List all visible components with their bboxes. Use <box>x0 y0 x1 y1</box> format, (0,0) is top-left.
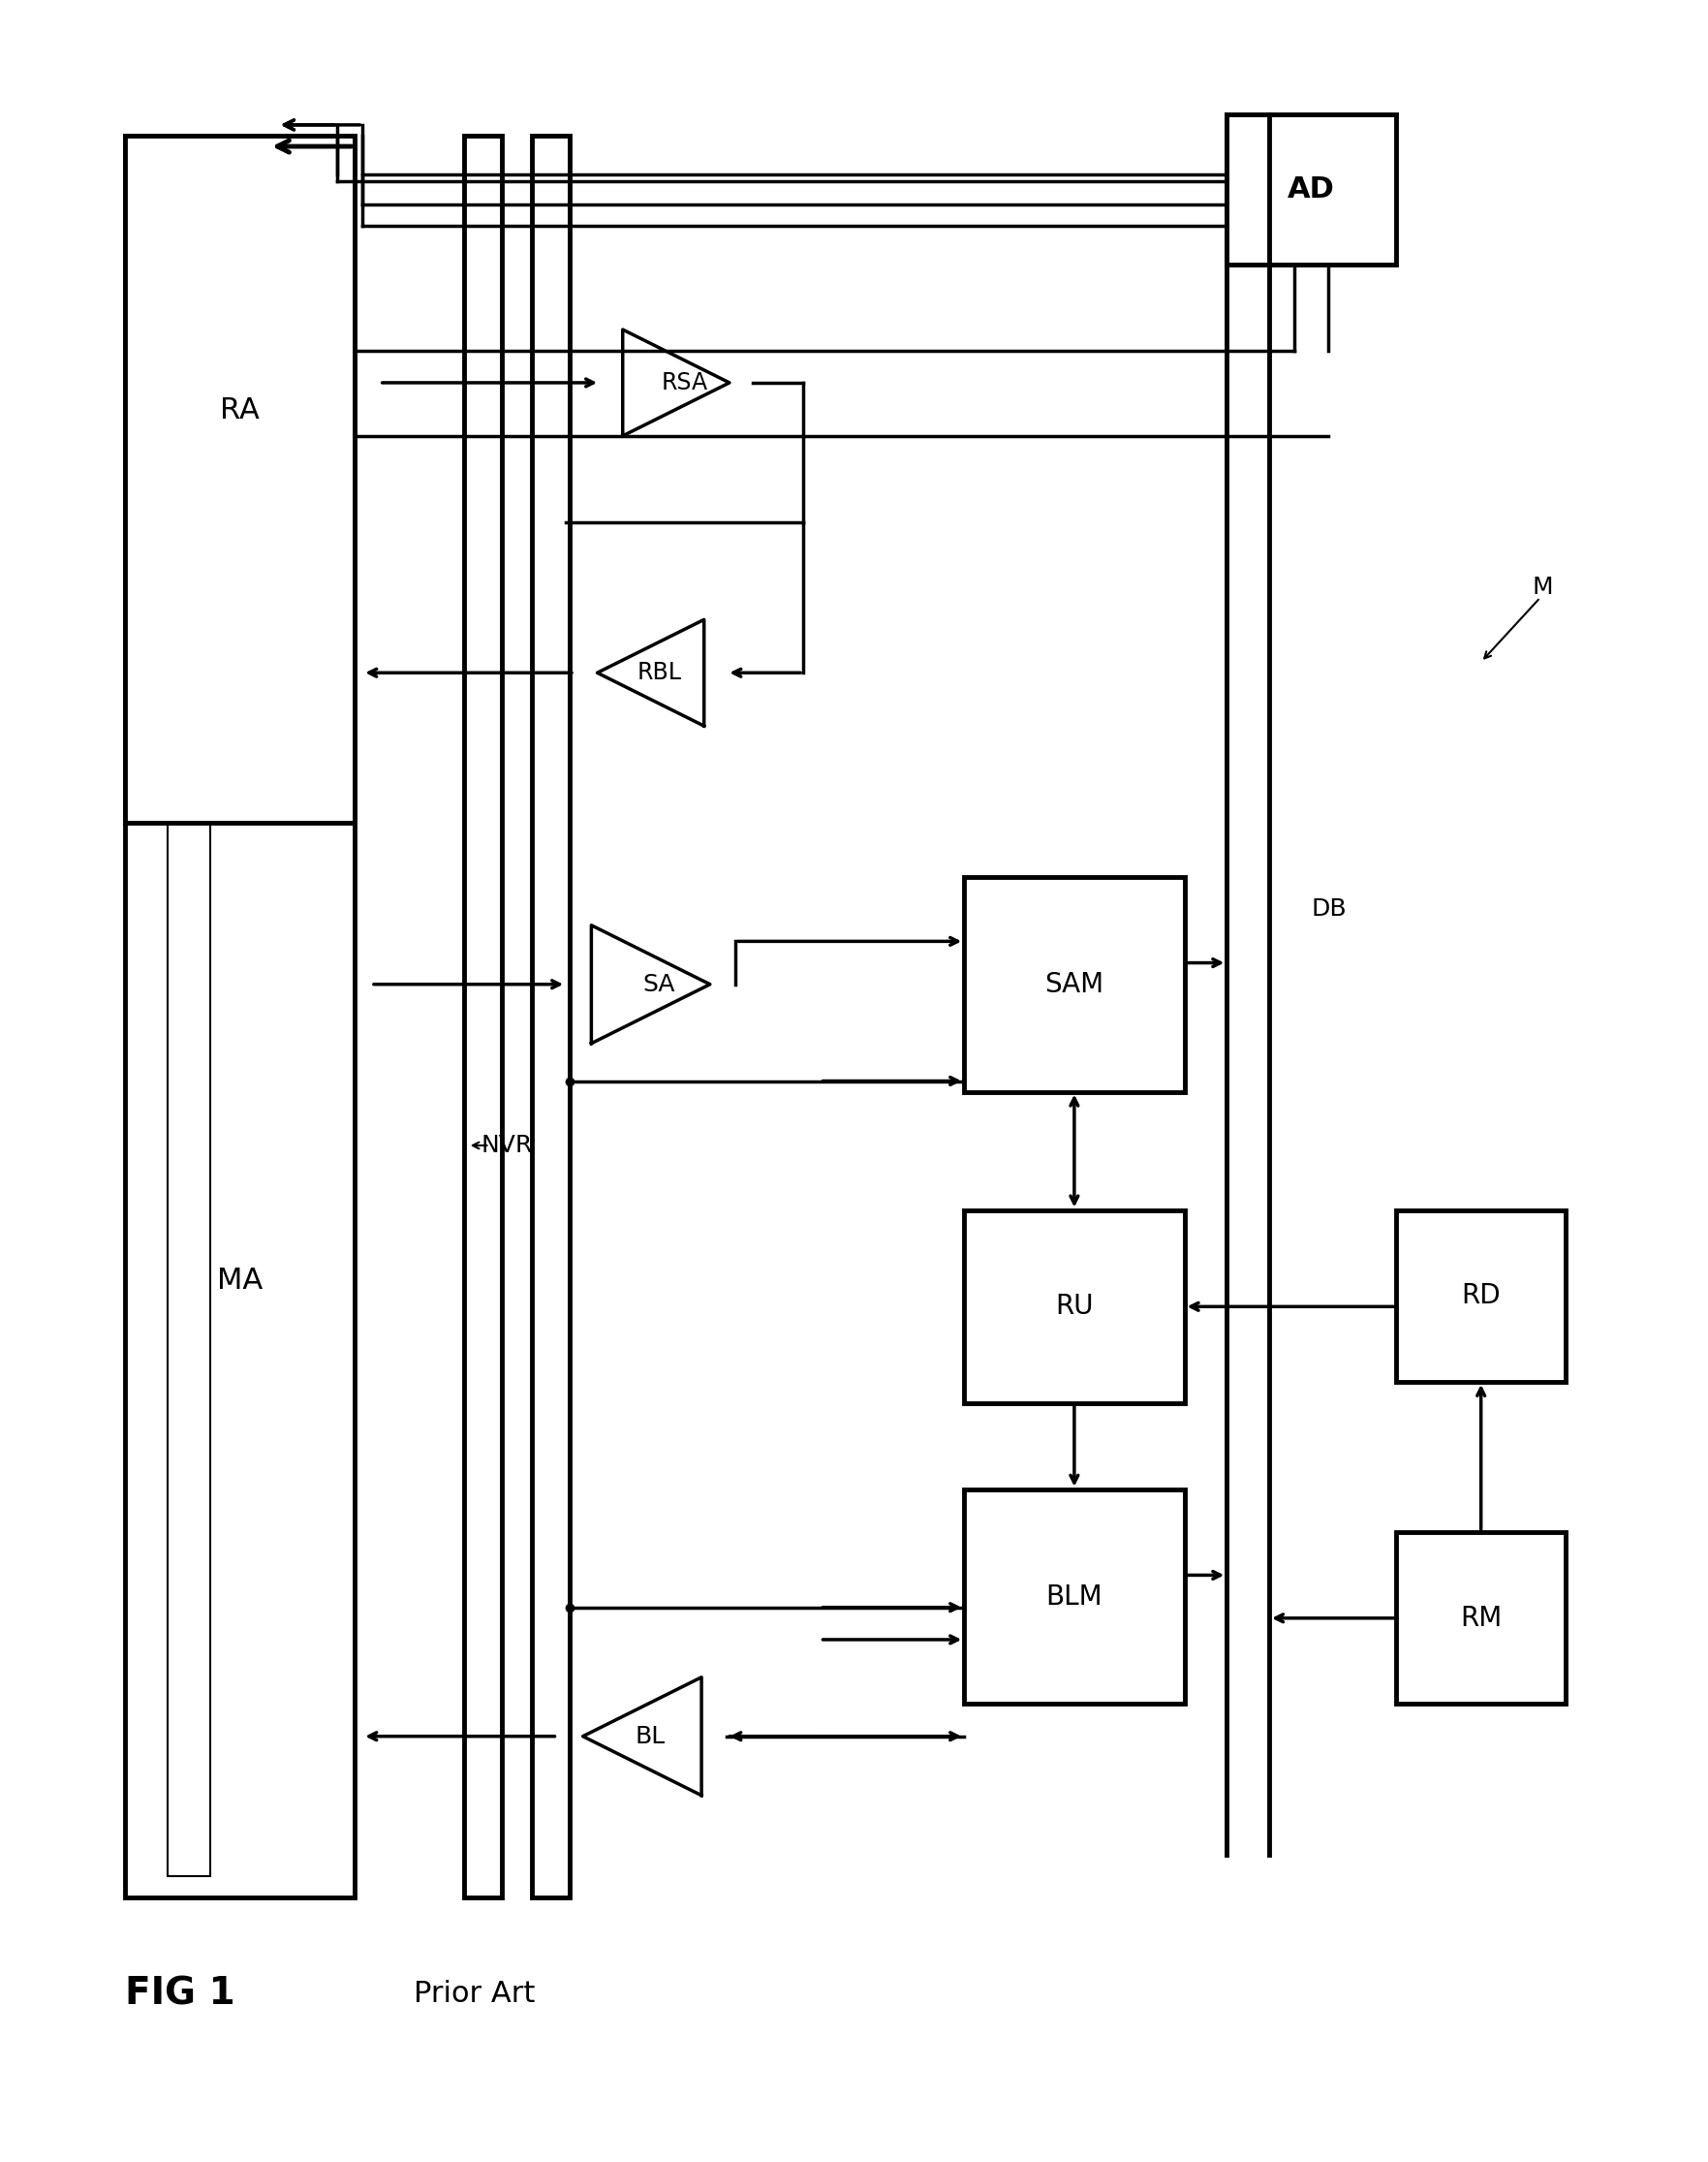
Text: RM: RM <box>1460 1604 1501 1632</box>
Text: AD: AD <box>1288 175 1336 203</box>
Text: RSA: RSA <box>661 372 707 393</box>
FancyBboxPatch shape <box>531 136 569 1898</box>
FancyBboxPatch shape <box>963 1211 1184 1403</box>
FancyBboxPatch shape <box>1395 1211 1566 1382</box>
Text: RA: RA <box>220 396 260 424</box>
Text: SA: SA <box>642 973 675 997</box>
FancyBboxPatch shape <box>465 136 502 1898</box>
Text: DB: DB <box>1312 897 1348 921</box>
Text: MA: MA <box>217 1267 263 1295</box>
Text: RU: RU <box>1056 1293 1093 1321</box>
FancyBboxPatch shape <box>963 878 1184 1092</box>
Text: FIG 1: FIG 1 <box>125 1976 236 2013</box>
FancyBboxPatch shape <box>167 158 210 1877</box>
Text: NVR: NVR <box>482 1133 533 1157</box>
Text: RD: RD <box>1462 1282 1501 1310</box>
Text: BL: BL <box>635 1725 666 1747</box>
FancyBboxPatch shape <box>1226 115 1395 264</box>
Text: M: M <box>1532 575 1553 599</box>
FancyBboxPatch shape <box>963 1490 1184 1704</box>
Text: RBL: RBL <box>637 662 681 685</box>
Text: SAM: SAM <box>1045 971 1103 999</box>
FancyBboxPatch shape <box>125 136 354 1898</box>
Text: BLM: BLM <box>1045 1583 1103 1611</box>
Text: Prior Art: Prior Art <box>413 1980 535 2008</box>
FancyBboxPatch shape <box>1395 1533 1566 1704</box>
FancyBboxPatch shape <box>125 136 354 824</box>
